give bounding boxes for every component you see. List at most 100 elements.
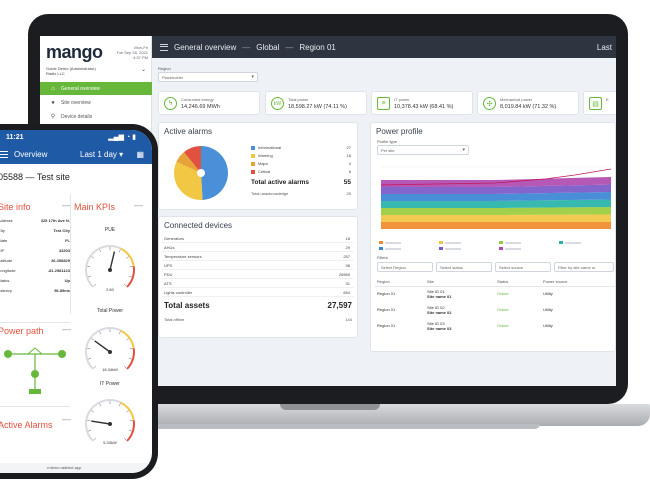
power-profile-title: Power profile [376, 127, 423, 136]
gauge-tick [118, 331, 121, 335]
active-alarms-card: Active alarms Informational 27 Warning 18 … [158, 122, 358, 210]
column-header-power-source[interactable]: Power source [543, 279, 568, 284]
pin-icon: ● [51, 99, 55, 106]
menu-icon[interactable] [0, 151, 8, 158]
gauge-needle [94, 340, 111, 353]
legend-swatch [379, 247, 401, 250]
gauge-arc [126, 348, 135, 370]
power-profile-card: Power profile Profile type Per site ▾ Fi… [370, 122, 616, 352]
phone-status-bar: 11:21 ▂▄▆ ◔ ▮ [0, 130, 152, 146]
gauge-label-total-power: Total Power [96, 308, 124, 314]
minimize-icon[interactable]: — [62, 414, 71, 424]
laptop-notch [280, 404, 380, 410]
area-band [381, 177, 611, 187]
donut-slice-warning[interactable] [174, 161, 203, 200]
caret-down-icon: ▾ [251, 74, 254, 80]
gauge-total-power [85, 327, 135, 370]
gauge-tick [126, 338, 129, 341]
donut-slice-critical[interactable] [183, 146, 201, 173]
kpi-card-it-power: ≡ IT power 10,378.43 kW (68.41 %) [371, 91, 473, 115]
breadcrumb-separator: — [285, 42, 294, 52]
filter-site-name-input[interactable]: Filter by site name or [554, 262, 614, 272]
gauge-value-total-power: 18.34kW [102, 367, 118, 372]
panel-divider [70, 194, 71, 314]
fan-icon: ✣ [483, 97, 496, 110]
column-header-status[interactable]: Status [497, 279, 509, 284]
table-row[interactable]: Region 01 Site ID 02 Site name 02 Online … [377, 305, 553, 315]
load-node [29, 389, 41, 394]
url-bar: v.demo.radixiot.app [0, 463, 152, 473]
phone-header: Overview Last 1 day ▾ ▦ [0, 146, 152, 164]
top-bar: General overview — Global — Region 01 La… [152, 36, 616, 58]
filter-source-select[interactable]: Select source [495, 262, 551, 272]
site-info-row: ZIP33203 [0, 248, 70, 253]
signal-wifi-battery-icon: ▂▄▆ ◔ ▮ [108, 134, 136, 141]
filter-region-select[interactable]: Select Region [377, 262, 433, 272]
table-row[interactable]: Region 01 Site ID 01 Site name 01 Online … [377, 289, 553, 299]
range-select[interactable]: Last 1 day ▾ [80, 150, 124, 159]
table-row[interactable]: Region 01 Site ID 03 Site name 03 Online … [377, 321, 553, 331]
device-row: Temperature sensors 257 [162, 253, 354, 261]
mango-logo: mango [46, 42, 103, 62]
calendar-icon[interactable]: ▦ [136, 150, 144, 159]
sidebar-item-device-details[interactable]: ⚲ Device details [50, 113, 93, 121]
donut-slice-major[interactable] [176, 152, 201, 173]
legend-swatch [251, 153, 255, 158]
power-profile-chart [380, 166, 612, 229]
laptop-base [0, 404, 650, 426]
gauge-needle [109, 251, 116, 271]
datetime-readout: Mon-Fri Tue Sep 28, 2021 4:37 PM [116, 45, 148, 60]
time-range-label[interactable]: Last [596, 43, 612, 52]
connected-devices-title: Connected devices [164, 221, 233, 230]
legend-swatch [251, 161, 255, 166]
region-label: Region [158, 66, 171, 71]
gauge-arc [85, 399, 122, 442]
total-active-alarms: Total active alarms 55 [251, 179, 351, 186]
gauge-tick [91, 410, 94, 413]
region-select[interactable]: Placeholder ▾ [158, 72, 258, 82]
area-band [381, 192, 611, 201]
switch-icon [27, 347, 43, 355]
site-info-row: Latitude26.358829 [0, 258, 70, 263]
gauge-value-pue: 2.60 [106, 287, 114, 292]
minimize-icon[interactable]: — [62, 200, 71, 210]
breadcrumb-global[interactable]: Global [256, 42, 280, 52]
home-icon: ⌂ [51, 85, 55, 92]
gauge-tick [88, 275, 92, 278]
menu-icon[interactable] [160, 43, 168, 51]
column-header-site[interactable]: Site [427, 279, 434, 284]
user-selector[interactable]: Guide Demo (Administrator) Radix LLC ⌄ [46, 66, 146, 76]
profile-type-select[interactable]: Per site ▾ [377, 145, 469, 155]
gauge-tick [118, 249, 121, 253]
donut-slice-informational[interactable] [201, 146, 229, 200]
main-kpis-title: Main KPIs [74, 202, 116, 212]
column-header-region[interactable]: Region [377, 279, 390, 284]
legend-warning: Warning 18 [251, 153, 351, 158]
sites-table: Region Site Status Power source Region 0… [375, 279, 615, 349]
gauge-hub [108, 350, 112, 354]
breadcrumb-general-overview[interactable]: General overview [174, 42, 237, 52]
gauge-tick [91, 256, 94, 259]
legend-swatch [439, 247, 461, 250]
gauge-tick [126, 256, 129, 259]
sidebar-item-general-overview[interactable]: ⌂ General overview [40, 82, 152, 95]
gauge-tick [93, 437, 97, 441]
device-row: PDU 26569 [162, 271, 354, 279]
kpi-card-mechanical-power: ✣ Mechanical power 8,019.84 kW (71.32 %) [477, 91, 579, 115]
chevron-down-icon: ⌄ [140, 67, 146, 73]
legend-swatch [379, 241, 401, 244]
kpi-card-total-power: kW Total power 18,598.27 kW (74.11 %) [265, 91, 367, 115]
minimize-icon[interactable]: — [62, 324, 71, 334]
sidebar-item-site-overview[interactable]: ● Site overview [51, 99, 91, 106]
site-info-row: Address325 17th Ave N. [0, 218, 70, 223]
gauge-tick [128, 275, 132, 278]
legend-informational: Informational 27 [251, 145, 351, 150]
filter-status-select[interactable]: Select status [436, 262, 492, 272]
breadcrumb-region[interactable]: Region 01 [299, 42, 336, 52]
device-row: UPS 36 [162, 262, 354, 270]
gauge-tick [118, 403, 121, 407]
legend-swatch [251, 145, 255, 150]
gauge-tick [99, 331, 102, 335]
minimize-icon[interactable]: — [134, 200, 143, 210]
gauge-hub [108, 422, 112, 426]
